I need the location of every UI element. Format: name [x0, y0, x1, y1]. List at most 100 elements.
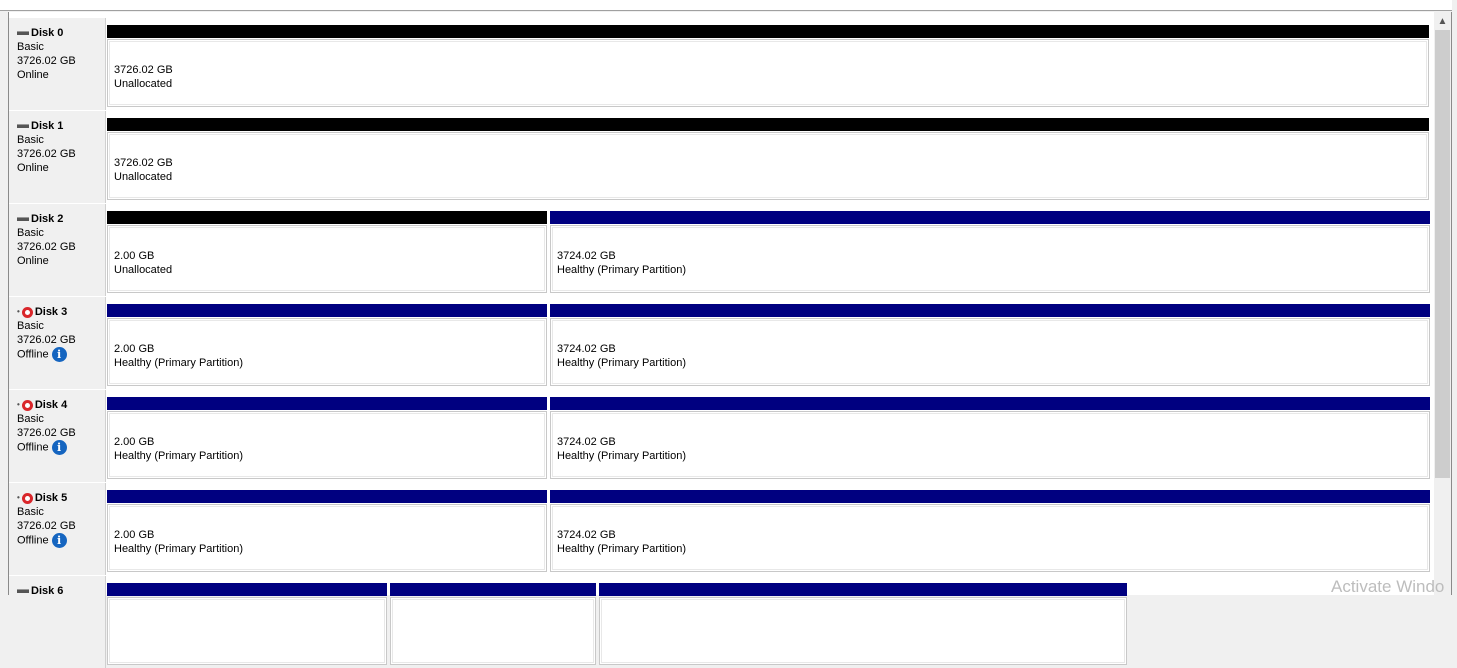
partition-status: Unallocated: [114, 171, 173, 183]
partition-status: Healthy (Primary Partition): [114, 450, 243, 462]
disk-row: Disk 2 Basic 3726.02 GB Online 2.00 GB Unallo…: [9, 204, 1434, 296]
disk-status: Online: [17, 255, 49, 267]
partition[interactable]: 2.00 GB Healthy (Primary Partition): [107, 397, 547, 479]
info-icon[interactable]: i: [51, 533, 67, 548]
partition[interactable]: 3724.02 GB Healthy (Primary Partition): [550, 304, 1430, 386]
partition-bar: [107, 25, 1429, 38]
partition[interactable]: 2.00 GB Healthy (Primary Partition): [107, 490, 547, 572]
partition-box[interactable]: 3724.02 GB Healthy (Primary Partition): [550, 318, 1430, 386]
partition-status: Healthy (Primary Partition): [557, 450, 686, 462]
partition-size: 2.00 GB: [114, 343, 155, 355]
partition-bar: [550, 397, 1430, 410]
partition-size: 3724.02 GB: [557, 436, 616, 448]
offline-disk-icon: •: [17, 307, 20, 316]
disk-row: Disk 6: [9, 576, 1434, 668]
disk-row: • Disk 5 Basic 3726.02 GB Offline i 2.00 GB Hea…: [9, 483, 1434, 575]
partition-status: Healthy (Primary Partition): [557, 543, 686, 555]
partition-box[interactable]: 2.00 GB Unallocated: [107, 225, 547, 293]
activate-windows-watermark: Activate Windo: [1331, 577, 1445, 596]
partition[interactable]: [107, 583, 387, 665]
partition[interactable]: 3724.02 GB Healthy (Primary Partition): [550, 397, 1430, 479]
disk-row: Disk 1 Basic 3726.02 GB Online 3726.02 GB Una…: [9, 111, 1434, 203]
disk-label[interactable]: • Disk 5 Basic 3726.02 GB Offline i: [9, 483, 106, 575]
partition-status: Healthy (Primary Partition): [557, 264, 686, 276]
partition-status: Unallocated: [114, 78, 173, 90]
partition[interactable]: 3724.02 GB Healthy (Primary Partition): [550, 211, 1430, 293]
disk-label[interactable]: • Disk 3 Basic 3726.02 GB Offline i: [9, 297, 106, 389]
vertical-scrollbar[interactable]: ▲: [1434, 12, 1451, 595]
partition-box[interactable]: 2.00 GB Healthy (Primary Partition): [107, 411, 547, 479]
partition[interactable]: 3724.02 GB Healthy (Primary Partition): [550, 490, 1430, 572]
disk-status: Online: [17, 69, 49, 81]
partition-size: 3726.02 GB: [114, 64, 173, 76]
partition-bar: [550, 304, 1430, 317]
offline-icon: [21, 492, 33, 504]
partition-box[interactable]: [390, 597, 596, 665]
partition-box[interactable]: 3726.02 GB Unallocated: [107, 132, 1429, 200]
partition-box[interactable]: 3724.02 GB Healthy (Primary Partition): [550, 504, 1430, 572]
scroll-up-arrow-icon[interactable]: ▲: [1437, 16, 1448, 27]
partition-bar: [107, 583, 387, 596]
disk-size: 3726.02 GB: [17, 334, 76, 346]
disk-size: 3726.02 GB: [17, 520, 76, 532]
partition-bar: [107, 211, 547, 224]
disk-size: 3726.02 GB: [17, 241, 76, 253]
disk-icon: [17, 589, 29, 593]
partition-size: 3726.02 GB: [114, 157, 173, 169]
disk-label[interactable]: Disk 2 Basic 3726.02 GB Online: [9, 204, 106, 296]
info-icon[interactable]: i: [51, 440, 67, 455]
partition-size: 2.00 GB: [114, 436, 155, 448]
disk-status: Offline: [17, 441, 49, 454]
partition[interactable]: [599, 583, 1127, 665]
top-pane-edge: [0, 0, 1452, 11]
disk-type: Basic: [17, 41, 44, 53]
partition-box[interactable]: [599, 597, 1127, 665]
partition-bar: [390, 583, 596, 596]
disk-status: Offline: [17, 348, 49, 361]
disk-label[interactable]: Disk 6: [9, 576, 106, 668]
partition-box[interactable]: 2.00 GB Healthy (Primary Partition): [107, 504, 547, 572]
partition-size: 2.00 GB: [114, 250, 155, 262]
disk-icon: [17, 217, 29, 221]
partition-box[interactable]: 3724.02 GB Healthy (Primary Partition): [550, 225, 1430, 293]
partition[interactable]: [390, 583, 596, 665]
disk-type: Basic: [17, 413, 44, 425]
disk-name: Disk 3: [34, 306, 68, 318]
partition-bar: [550, 490, 1430, 503]
disk-size: 3726.02 GB: [17, 55, 76, 67]
partition[interactable]: 2.00 GB Healthy (Primary Partition): [107, 304, 547, 386]
disk-name: Disk 2: [31, 213, 64, 225]
disk-row: • Disk 4 Basic 3726.02 GB Offline i 2.00 GB Hea…: [9, 390, 1434, 482]
disk-type: Basic: [17, 134, 44, 146]
disk-row: Disk 0 Basic 3726.02 GB Online 3726.02 GB Una…: [9, 18, 1434, 110]
partition-box[interactable]: 2.00 GB Healthy (Primary Partition): [107, 318, 547, 386]
partition-box[interactable]: 3726.02 GB Unallocated: [107, 39, 1429, 107]
partition-bar: [107, 397, 547, 410]
partition-status: Healthy (Primary Partition): [114, 357, 243, 369]
disk-label[interactable]: • Disk 4 Basic 3726.02 GB Offline i: [9, 390, 106, 482]
partition[interactable]: 3726.02 GB Unallocated: [107, 25, 1429, 107]
partition-size: 3724.02 GB: [557, 250, 616, 262]
partition-size: 3724.02 GB: [557, 529, 616, 541]
partition-box[interactable]: 3724.02 GB Healthy (Primary Partition): [550, 411, 1430, 479]
partition-bar: [599, 583, 1127, 596]
partition[interactable]: 3726.02 GB Unallocated: [107, 118, 1429, 200]
partition-bar: [107, 490, 547, 503]
partition-status: Healthy (Primary Partition): [557, 357, 686, 369]
partition-box[interactable]: [107, 597, 387, 665]
disk-type: Basic: [17, 506, 44, 518]
disk-name: Disk 4: [34, 399, 68, 411]
partition[interactable]: 2.00 GB Unallocated: [107, 211, 547, 293]
partition-bar: [107, 304, 547, 317]
partition-bar: [107, 118, 1429, 131]
disk-label[interactable]: Disk 1 Basic 3726.02 GB Online: [9, 111, 106, 203]
disk-icon: [17, 124, 29, 128]
offline-icon: [21, 399, 33, 411]
offline-icon: [21, 306, 33, 318]
disk-status: Offline: [17, 534, 49, 547]
scrollbar-thumb[interactable]: [1435, 30, 1450, 478]
disk-label[interactable]: Disk 0 Basic 3726.02 GB Online: [9, 18, 106, 110]
partition-size: 3724.02 GB: [557, 343, 616, 355]
info-icon[interactable]: i: [51, 347, 67, 362]
disk-name: Disk 0: [31, 27, 64, 39]
